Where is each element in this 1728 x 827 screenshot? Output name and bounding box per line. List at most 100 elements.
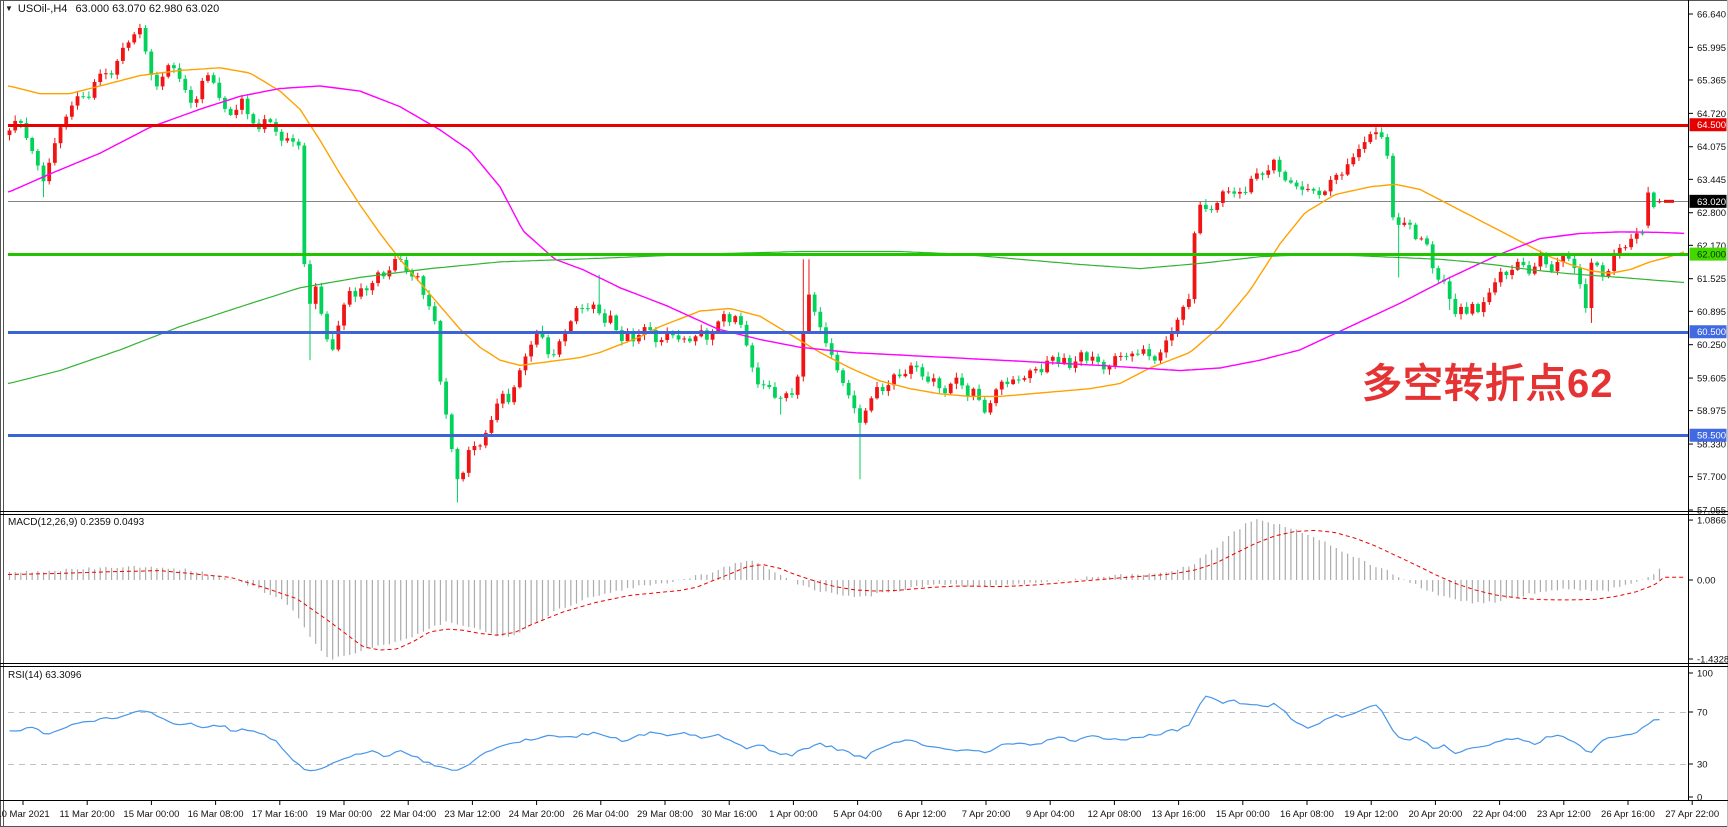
candle [1476,302,1480,314]
candle [64,114,69,130]
candle [585,303,590,312]
candle [1623,244,1628,251]
candle [1646,186,1651,229]
candle [841,368,845,387]
candle [824,322,828,348]
candle [1334,173,1339,185]
candle [132,31,137,45]
candle [1595,261,1599,268]
price-tick-label: 60.895 [1697,307,1726,318]
candle [98,69,103,87]
last-price-marker [1664,199,1674,203]
main-price-chart[interactable] [7,23,1688,503]
candle [807,259,811,335]
candle [1651,191,1656,209]
time-tick-label: 23 Apr 12:00 [1537,809,1591,820]
candle [319,282,324,316]
candle [1634,227,1639,244]
candle [1249,175,1254,195]
candle [926,371,930,384]
candle [1272,158,1276,174]
candle [778,395,783,415]
candle [1283,170,1288,182]
time-tick-label: 1 Apr 00:00 [769,809,818,820]
time-tick-label: 15 Apr 00:00 [1216,809,1270,820]
candle [790,388,794,398]
candle [183,74,188,93]
candle [189,86,193,109]
candle [1368,131,1373,145]
candle [302,142,307,268]
candle [733,315,738,325]
ma-slow-green [7,250,1685,385]
candle [1419,236,1424,241]
candle [30,136,35,154]
candle [308,260,312,361]
candle [444,377,448,419]
candle [1379,127,1384,139]
time-tick-label: 16 Mar 08:00 [188,809,244,820]
candle [432,301,437,325]
candle [143,25,148,55]
candle [546,334,551,359]
candle [852,390,857,414]
rsi-panel[interactable] [8,695,1688,772]
time-tick-label: 13 Apr 16:00 [1152,809,1206,820]
candle [931,373,936,387]
candle [81,91,86,99]
time-tick-label: 27 Apr 22:00 [1665,809,1719,820]
price-tick-label: 62.800 [1697,208,1726,219]
candle [211,72,216,85]
candle [846,379,851,399]
candle [24,117,29,141]
candle [138,23,142,39]
candle [1067,354,1072,370]
svg-text:63.020: 63.020 [1697,197,1726,208]
candle [1385,133,1390,160]
candle [1374,127,1378,140]
candle [393,253,397,273]
candle [1192,231,1197,304]
candle [285,132,290,143]
candle [274,118,278,136]
candle [767,380,772,390]
candle [948,382,953,396]
candle [1022,375,1027,382]
candle [982,395,987,414]
candle [353,287,358,303]
candle [1186,293,1191,310]
candle [1028,368,1032,384]
price-axis[interactable]: 66.640 65.995 65.365 64.720 64.075 63.445 62.8… [1688,10,1728,804]
rsi-tick-label: 100 [1697,669,1713,680]
candle [517,367,522,389]
macd-panel[interactable] [7,519,1684,660]
time-axis[interactable]: 10 Mar 2021 11 Mar 20:00 15 Mar 00:00 16 Ma… [0,800,1719,820]
time-tick-label: 26 Apr 16:00 [1601,809,1655,820]
candle [1016,375,1021,384]
candle [1402,217,1407,227]
time-tick-label: 12 Apr 08:00 [1087,809,1141,820]
candle [625,328,630,343]
candle [223,96,227,113]
price-tick-label: 64.720 [1697,109,1726,120]
time-tick-label: 29 Mar 08:00 [637,809,693,820]
candle [920,363,925,381]
candle [1011,376,1015,386]
candle [126,40,131,51]
candle [812,292,817,316]
rsi-line [9,695,1660,772]
candle [988,400,993,415]
candle [251,112,256,125]
candle [52,137,57,166]
candle [1589,258,1594,323]
candle [438,319,443,385]
candle [1203,199,1208,213]
candle [472,441,477,456]
candle [1294,180,1299,190]
symbol-dropdown-icon[interactable]: ▼ [5,4,13,13]
candle [1152,354,1157,364]
candle [1266,164,1271,179]
candle [234,104,239,119]
chart-text-annotation: 多空转折点62 [1362,362,1614,406]
